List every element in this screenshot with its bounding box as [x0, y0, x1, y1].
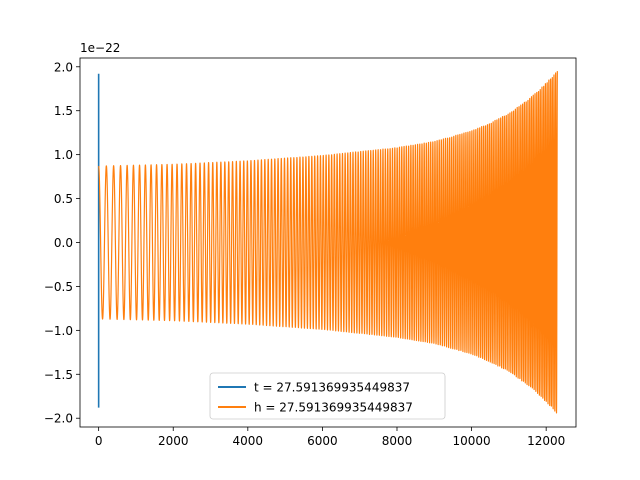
- x-tick-label: 0: [95, 434, 103, 448]
- x-tick-label: 2000: [158, 434, 189, 448]
- x-tick-label: 10000: [452, 434, 490, 448]
- legend-label: t = 27.591369935449837: [254, 381, 410, 395]
- y-tick-label: 1.0: [54, 148, 73, 162]
- x-tick-label: 4000: [233, 434, 264, 448]
- x-axis: 0 2000 4000 6000 8000 10000 12000: [95, 427, 565, 448]
- y-tick-label: −2.0: [44, 412, 73, 426]
- legend-label: h = 27.591369935449837: [254, 401, 413, 415]
- y-tick-label: 0.0: [54, 236, 73, 250]
- y-tick-label: 1.5: [54, 104, 73, 118]
- legend: t = 27.591369935449837 h = 27.59136993544…: [209, 372, 446, 420]
- series-h-line: [98, 71, 558, 414]
- y-tick-label: 2.0: [54, 60, 73, 74]
- y-axis: −2.0 −1.5 −1.0 −0.5 0.0 0.5 1.0 1.5 2.0: [44, 60, 80, 426]
- y-tick-label: −1.5: [44, 368, 73, 382]
- y-offset-label: 1e−22: [80, 41, 120, 55]
- legend-box: [209, 372, 446, 420]
- x-tick-label: 6000: [307, 434, 338, 448]
- y-tick-label: 0.5: [54, 192, 73, 206]
- y-tick-label: −0.5: [44, 280, 73, 294]
- x-tick-label: 8000: [382, 434, 413, 448]
- x-tick-label: 12000: [527, 434, 565, 448]
- y-tick-label: −1.0: [44, 324, 73, 338]
